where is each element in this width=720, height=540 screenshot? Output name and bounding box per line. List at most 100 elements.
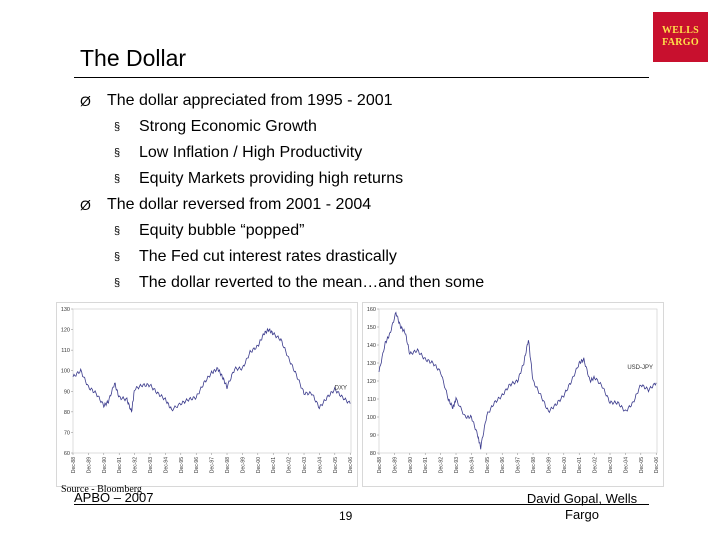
sub-bullet-item: § Equity Markets providing high returns	[80, 166, 680, 192]
usd-jpy-y-tick-label: 110	[367, 397, 376, 403]
usd-jpy-y-tick-label: 90	[370, 433, 376, 439]
usd-jpy-y-tick-label: 160	[367, 307, 376, 313]
usd-jpy-y-tick-label: 80	[370, 451, 376, 457]
bullet-text: Low Inflation / High Productivity	[139, 144, 363, 161]
usd-jpy-x-tick-label: Dec-88	[377, 457, 383, 473]
usd-jpy-y-tick-label: 140	[367, 343, 376, 349]
usd-jpy-x-tick-label: Dec-89	[392, 457, 398, 473]
dxy-x-tick-label: Dec-04	[317, 457, 323, 473]
usd-jpy-x-tick-label: Dec-90	[408, 457, 414, 473]
dxy-series-line	[72, 327, 351, 413]
dxy-y-tick-label: 100	[61, 369, 70, 375]
section-bullet-icon: §	[114, 121, 121, 133]
dxy-x-tick-label: Dec-89	[86, 457, 92, 473]
usd-jpy-y-tick-label: 130	[367, 361, 376, 367]
dxy-x-tick-label: Dec-90	[102, 457, 108, 473]
dxy-y-tick-label: 70	[64, 430, 70, 436]
page-number: 19	[339, 509, 353, 523]
usd-jpy-x-tick-label: Dec-04	[623, 457, 629, 473]
sub-bullet-item: § Low Inflation / High Productivity	[80, 140, 680, 166]
logo-line-1: WELLS	[661, 25, 700, 36]
dxy-x-tick-label: Dec-93	[148, 457, 154, 473]
dxy-x-tick-label: Dec-92	[133, 457, 139, 473]
dxy-x-tick-label: Dec-95	[179, 457, 185, 473]
usd-jpy-x-tick-label: Dec-95	[485, 457, 491, 473]
bullet-list: Ø The dollar appreciated from 1995 - 200…	[80, 88, 680, 296]
dxy-series-label: DXY	[335, 386, 347, 392]
usd-jpy-x-tick-label: Dec-97	[516, 457, 522, 473]
usd-jpy-y-tick-label: 100	[367, 415, 376, 421]
sub-bullet-item: § Equity bubble “popped”	[80, 218, 680, 244]
usd-jpy-x-tick-label: Dec-91	[423, 457, 429, 473]
usd-jpy-x-tick-label: Dec-99	[546, 457, 552, 473]
dxy-y-tick-label: 110	[61, 348, 70, 354]
dxy-y-tick-label: 130	[61, 307, 70, 313]
bullet-text: Strong Economic Growth	[139, 118, 317, 135]
section-bullet-icon: §	[114, 251, 121, 263]
usd-jpy-x-tick-label: Dec-03	[608, 457, 614, 473]
dxy-x-tick-label: Dec-98	[225, 457, 231, 473]
footer-event: APBO – 2007	[74, 490, 154, 505]
bullet-text: Equity bubble “popped”	[139, 222, 305, 239]
slide-title: The Dollar	[80, 45, 187, 71]
section-bullet-icon: §	[114, 225, 121, 237]
usd-jpy-x-tick-label: Dec-01	[577, 457, 583, 473]
usd-jpy-y-tick-label: 120	[367, 379, 376, 385]
arrow-bullet-icon: Ø	[80, 197, 91, 213]
dxy-x-tick-label: Dec-88	[71, 457, 77, 473]
bullet-text: The dollar reversed from 2001 - 2004	[107, 196, 372, 213]
usd-jpy-x-tick-label: Dec-00	[562, 457, 568, 473]
section-bullet-icon: §	[114, 173, 121, 185]
bullet-item: Ø The dollar reversed from 2001 - 2004	[80, 192, 680, 218]
dxy-plot-frame	[72, 308, 352, 454]
usd-jpy-x-tick-label: Dec-98	[531, 457, 537, 473]
dxy-x-tick-label: Dec-00	[256, 457, 262, 473]
usd-jpy-series-line	[378, 311, 657, 450]
usd-jpy-x-tick-label: Dec-92	[439, 457, 445, 473]
dxy-x-tick-label: Dec-94	[163, 457, 169, 473]
usd-jpy-x-tick-label: Dec-96	[500, 457, 506, 473]
dxy-x-tick-label: Dec-01	[271, 457, 277, 473]
footer-author-line-1: David Gopal, Wells	[526, 491, 638, 506]
bullet-item: Ø The dollar appreciated from 1995 - 200…	[80, 88, 680, 114]
title-divider	[74, 77, 649, 78]
footer-divider	[74, 504, 649, 505]
dxy-chart: 130 120 110 100 90 80 70 60 Dec-88 Dec-89 Dec-90 De…	[56, 302, 358, 487]
usd-jpy-x-tick-label: Dec-93	[454, 457, 460, 473]
dxy-x-tick-label: Dec-97	[210, 457, 216, 473]
dxy-y-tick-label: 60	[64, 451, 70, 457]
bullet-text: Equity Markets providing high returns	[139, 170, 404, 187]
bullet-text: The dollar reverted to the mean…and then…	[139, 274, 485, 291]
bullet-text: The dollar appreciated from 1995 - 2001	[107, 92, 393, 109]
dxy-x-tick-label: Dec-05	[333, 457, 339, 473]
bullet-text: The Fed cut interest rates drastically	[139, 248, 397, 265]
dxy-x-tick-label: Dec-06	[348, 457, 354, 473]
sub-bullet-item: § The dollar reverted to the mean…and th…	[80, 270, 680, 296]
section-bullet-icon: §	[114, 147, 121, 159]
usd-jpy-x-tick-label: Dec-05	[639, 457, 645, 473]
sub-bullet-item: § Strong Economic Growth	[80, 114, 680, 140]
sub-bullet-item: § The Fed cut interest rates drastically	[80, 244, 680, 270]
arrow-bullet-icon: Ø	[80, 93, 91, 109]
dxy-y-tick-label: 90	[64, 389, 70, 395]
logo-line-2: FARGO	[662, 37, 699, 48]
wells-fargo-logo: WELLS FARGO	[653, 12, 708, 62]
section-bullet-icon: §	[114, 277, 121, 289]
dxy-x-tick-label: Dec-99	[240, 457, 246, 473]
dxy-x-tick-label: Dec-96	[194, 457, 200, 473]
usd-jpy-x-tick-label: Dec-02	[593, 457, 599, 473]
dxy-x-tick-label: Dec-91	[117, 457, 123, 473]
usd-jpy-y-tick-label: 150	[367, 325, 376, 331]
usd-jpy-x-tick-label: Dec-94	[469, 457, 475, 473]
usd-jpy-chart: 160 150 140 130 120 110 100 90 80 Dec-88 Dec-89 Dec…	[362, 302, 664, 487]
dxy-x-tick-label: Dec-03	[302, 457, 308, 473]
source-note: Source - Bloomberg	[61, 484, 142, 495]
usd-jpy-series-label: USD-JPY	[627, 365, 653, 371]
dxy-x-tick-label: Dec-02	[287, 457, 293, 473]
usd-jpy-x-tick-label: Dec-06	[654, 457, 660, 473]
footer-author: David Gopal, Wells Fargo	[512, 491, 652, 523]
dxy-y-tick-label: 80	[64, 410, 70, 416]
footer-author-line-2: Fargo	[565, 507, 599, 522]
